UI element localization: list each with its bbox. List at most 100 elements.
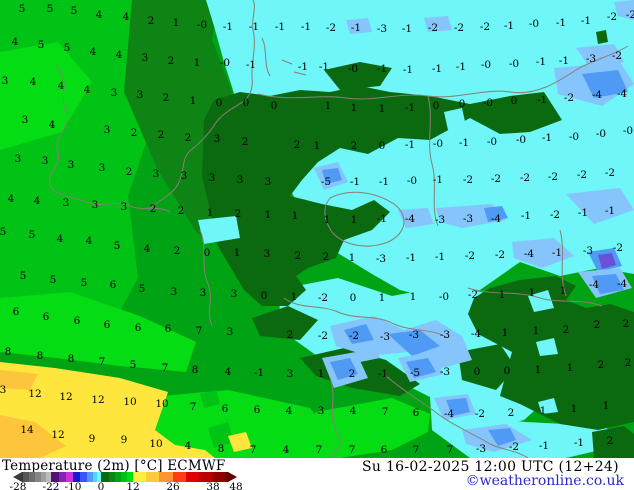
temp-label: 0 [379, 140, 386, 152]
temp-label: 0 [433, 100, 440, 112]
temp-label: 4 [34, 195, 41, 207]
temp-label: 12 [51, 429, 64, 441]
temp-label: 12 [59, 391, 72, 403]
temp-label: 4 [185, 440, 192, 452]
temp-label: 1 [560, 285, 567, 297]
temp-label: -1 [556, 17, 566, 29]
temp-label: 8 [218, 443, 225, 455]
temp-label: 3 [68, 159, 75, 171]
temp-label: 5 [20, 270, 27, 282]
temp-label: -0 [509, 58, 519, 70]
temp-label: -4 [491, 213, 502, 225]
temp-label: -2 [454, 22, 464, 34]
temp-label: -1 [377, 63, 387, 75]
temp-label: 7 [349, 444, 356, 456]
temp-label: -4 [592, 89, 603, 101]
temp-label: 6 [381, 444, 388, 456]
temp-label: -1 [605, 205, 615, 217]
temp-label: 1 [603, 400, 610, 412]
temp-label: 4 [116, 49, 123, 61]
temp-label: 2 [598, 359, 605, 371]
temp-label: 7 [190, 401, 197, 413]
temp-label: 0 [459, 98, 466, 110]
temp-label: 0 [350, 292, 357, 304]
temp-label: -2 [509, 441, 519, 453]
temp-label: -2 [465, 250, 475, 262]
temp-label: 3 [214, 133, 221, 145]
temp-label: -2 [480, 21, 490, 33]
temp-label: -1 [246, 59, 256, 71]
temp-label: -0 [623, 125, 633, 137]
temp-label: 2 [242, 136, 249, 148]
temp-label: -1 [351, 22, 361, 34]
temp-label: -3 [476, 443, 486, 455]
temp-label: -1 [298, 61, 308, 73]
temp-label: -2 [318, 330, 328, 342]
colorbar-tick: -22 [42, 480, 60, 490]
temp-label: 8 [68, 353, 75, 365]
temp-label: 6 [13, 306, 20, 318]
temp-label: -1 [432, 63, 442, 75]
temp-label: 2 [150, 203, 157, 215]
temp-label: -1 [552, 247, 562, 259]
temp-label: 6 [74, 315, 81, 327]
temp-label: 3 [142, 52, 149, 64]
temp-label: 1 [292, 210, 299, 222]
temp-label: -1 [350, 176, 360, 188]
temp-label: -2 [550, 209, 560, 221]
temp-label: 1 [234, 247, 241, 259]
temp-label: -1 [319, 61, 329, 73]
temp-label: 5 [50, 274, 57, 286]
temp-label: 2 [174, 245, 181, 257]
temp-label: -2 [613, 242, 623, 254]
temp-label: 8 [5, 346, 12, 358]
temp-label: -1 [254, 367, 264, 379]
temp-label: -1 [578, 207, 588, 219]
temp-label: -0 [596, 128, 606, 140]
temp-label: -4 [589, 279, 600, 291]
temp-label: 2 [163, 92, 170, 104]
temp-label: -5 [410, 367, 420, 379]
temp-label: -0 [348, 63, 358, 75]
temp-label: -2 [326, 22, 336, 34]
temp-label: 10 [149, 438, 162, 450]
temp-label: 4 [123, 11, 130, 23]
temp-label: 4 [286, 405, 293, 417]
temp-label: 4 [57, 233, 64, 245]
temp-label: 8 [192, 364, 199, 376]
temp-label: 1 [324, 214, 331, 226]
temp-label: -2 [428, 22, 438, 34]
temp-label: -1 [223, 21, 233, 33]
temp-label: 1 [265, 209, 272, 221]
temp-label: -1 [574, 437, 584, 449]
temp-label: 7 [413, 444, 420, 456]
temp-label: -1 [406, 252, 416, 264]
valid-datetime: Su 16-02-2025 12:00 UTC (12+24) [362, 459, 619, 475]
temp-label: 2 [148, 15, 155, 27]
temp-label: 5 [130, 359, 137, 371]
temp-label: 0 [204, 247, 211, 259]
temp-label: 3 [2, 75, 9, 87]
temp-label: -2 [495, 249, 505, 261]
temp-label: 3 [63, 197, 70, 209]
temp-label: -2 [463, 174, 473, 186]
temp-label: 1 [499, 289, 506, 301]
temp-label: 3 [153, 168, 160, 180]
temp-label: 5 [114, 240, 121, 252]
temp-label: 4 [12, 36, 19, 48]
temp-label: -0 [569, 131, 579, 143]
temp-label: 5 [81, 277, 88, 289]
temp-label: -3 [583, 245, 593, 257]
colorbar-tick: 26 [166, 480, 180, 490]
temp-label: 3 [0, 384, 6, 396]
temp-label: 9 [121, 434, 128, 446]
temp-label: -0 [220, 57, 230, 69]
temp-label: 2 [185, 132, 192, 144]
temp-label: -2 [605, 167, 615, 179]
temp-label: 4 [96, 9, 103, 21]
temp-label: 0 [271, 100, 278, 112]
temp-label: 4 [350, 405, 357, 417]
legend-title: Temperature (2m) [°C] ECMWF [2, 458, 226, 474]
temp-label: 1 [502, 327, 509, 339]
temp-label: 1 [379, 292, 386, 304]
